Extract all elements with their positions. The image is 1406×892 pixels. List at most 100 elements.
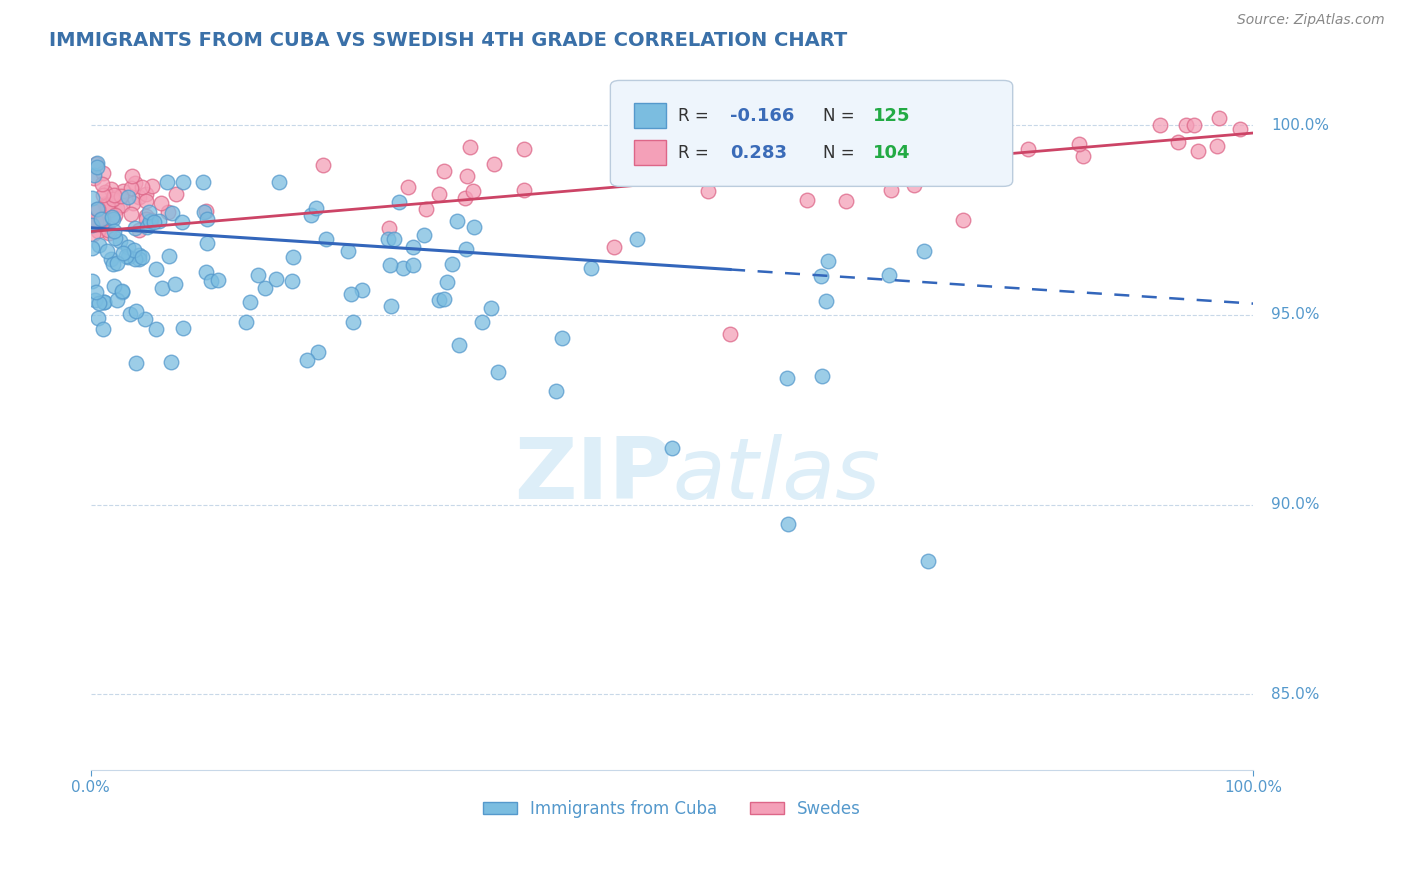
Point bbox=[903, 178, 925, 192]
Point bbox=[1187, 144, 1209, 158]
Text: 125: 125 bbox=[873, 106, 911, 125]
Bar bbox=[634, 103, 666, 128]
Point bbox=[1149, 119, 1171, 133]
Point bbox=[96, 244, 118, 259]
Point bbox=[135, 209, 157, 223]
Point bbox=[378, 220, 401, 235]
Point bbox=[118, 307, 141, 321]
Text: 85.0%: 85.0% bbox=[1271, 687, 1319, 702]
Point bbox=[295, 352, 318, 367]
Point bbox=[429, 186, 451, 201]
Point bbox=[453, 190, 475, 204]
Point bbox=[544, 384, 567, 398]
Point bbox=[766, 158, 789, 172]
Point bbox=[135, 187, 157, 202]
Text: 104: 104 bbox=[873, 144, 911, 161]
Point bbox=[612, 147, 634, 161]
Point bbox=[810, 268, 832, 283]
Legend: Immigrants from Cuba, Swedes: Immigrants from Cuba, Swedes bbox=[477, 794, 868, 825]
Point bbox=[98, 199, 121, 213]
Text: 100.0%: 100.0% bbox=[1271, 118, 1329, 133]
Point bbox=[101, 190, 124, 204]
Point bbox=[312, 157, 335, 171]
Point bbox=[128, 252, 150, 266]
Point bbox=[486, 365, 509, 379]
Point bbox=[86, 310, 108, 325]
Point bbox=[657, 152, 679, 166]
Point bbox=[172, 175, 194, 189]
Point bbox=[315, 232, 337, 246]
Point bbox=[413, 228, 436, 243]
Point bbox=[436, 275, 458, 289]
Text: atlas: atlas bbox=[672, 434, 880, 516]
Text: 95.0%: 95.0% bbox=[1271, 308, 1319, 323]
Point bbox=[382, 232, 405, 246]
Point bbox=[108, 234, 131, 248]
Point bbox=[160, 355, 183, 369]
Point bbox=[135, 212, 157, 227]
Point bbox=[111, 198, 134, 212]
Point bbox=[93, 199, 115, 213]
Point bbox=[952, 213, 974, 227]
Point bbox=[239, 294, 262, 309]
Point bbox=[105, 293, 128, 307]
Point bbox=[513, 142, 536, 156]
Point bbox=[396, 179, 419, 194]
Point bbox=[80, 274, 103, 288]
Point bbox=[135, 194, 157, 208]
Point bbox=[90, 177, 112, 191]
Point bbox=[456, 169, 478, 183]
Point bbox=[661, 441, 683, 455]
Point bbox=[267, 175, 290, 189]
Point bbox=[253, 281, 276, 295]
Point bbox=[82, 241, 104, 255]
Point bbox=[484, 157, 506, 171]
Point bbox=[138, 205, 160, 219]
Point bbox=[87, 238, 110, 252]
Point bbox=[307, 344, 329, 359]
Point bbox=[101, 257, 124, 271]
Point bbox=[449, 338, 471, 352]
Point bbox=[156, 175, 179, 189]
Text: N =: N = bbox=[823, 144, 860, 161]
Point bbox=[1208, 111, 1230, 125]
Point bbox=[917, 554, 939, 568]
Point bbox=[93, 294, 115, 309]
Point bbox=[195, 265, 218, 279]
Point bbox=[87, 224, 110, 238]
Point bbox=[128, 223, 150, 237]
Point bbox=[172, 215, 194, 229]
Point bbox=[194, 203, 217, 218]
Point bbox=[165, 187, 187, 202]
Point bbox=[820, 133, 842, 147]
Point bbox=[91, 166, 114, 180]
Point bbox=[827, 141, 849, 155]
Point bbox=[122, 196, 145, 211]
Point bbox=[145, 322, 167, 336]
Point bbox=[83, 168, 105, 182]
Point bbox=[193, 175, 215, 189]
Point bbox=[979, 148, 1001, 162]
Point bbox=[101, 212, 124, 227]
Point bbox=[83, 171, 105, 186]
Point bbox=[100, 252, 122, 267]
Point bbox=[150, 281, 173, 295]
Point bbox=[124, 252, 146, 266]
Point bbox=[912, 244, 935, 258]
Point bbox=[392, 260, 415, 275]
Point bbox=[93, 295, 115, 310]
Text: IMMIGRANTS FROM CUBA VS SWEDISH 4TH GRADE CORRELATION CHART: IMMIGRANTS FROM CUBA VS SWEDISH 4TH GRAD… bbox=[49, 31, 848, 50]
Text: R =: R = bbox=[678, 144, 714, 161]
Point bbox=[115, 249, 138, 263]
Point bbox=[283, 250, 305, 264]
Point bbox=[120, 207, 142, 221]
Point bbox=[105, 256, 128, 270]
Point bbox=[87, 202, 110, 217]
Point bbox=[87, 215, 110, 229]
Point bbox=[458, 140, 481, 154]
Point bbox=[124, 220, 146, 235]
Point bbox=[200, 274, 222, 288]
Point bbox=[626, 232, 648, 246]
Point bbox=[89, 296, 111, 310]
Point bbox=[1229, 122, 1251, 136]
